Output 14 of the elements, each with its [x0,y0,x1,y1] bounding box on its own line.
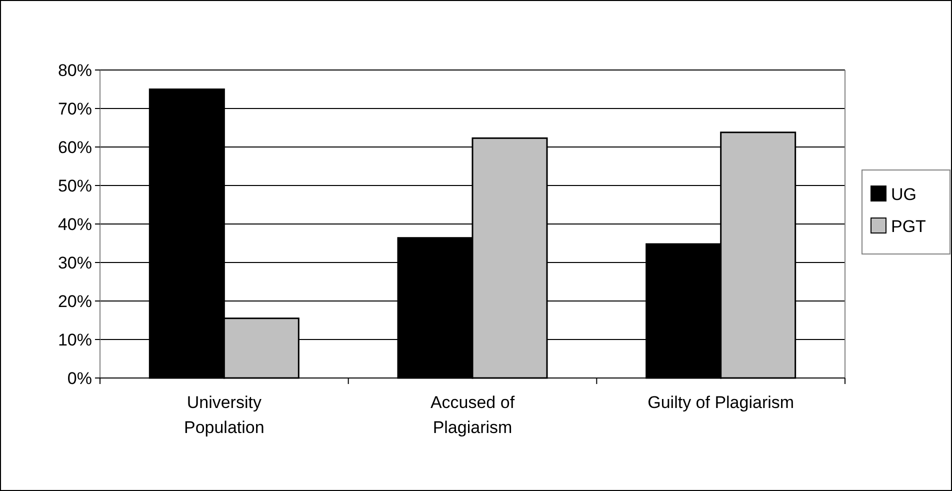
x-tick-label: University Population [184,393,264,437]
legend-label: UG [891,184,916,204]
y-tick-label: 60% [58,138,92,157]
y-tick-label: 70% [58,99,92,118]
y-tick-label: 30% [58,253,92,272]
x-tick-label: Guilty of Plagiarism [648,393,794,412]
y-tick-label: 0% [67,368,92,388]
x-tick-label: Accused of Plagiarism [430,393,515,437]
legend-label: PGT [891,216,926,236]
y-tick-label: 50% [58,176,92,196]
y-tick-label: 80% [58,60,92,80]
y-tick-label: 20% [58,292,92,311]
y-tick-label: 10% [58,330,92,350]
y-tick-label: 40% [58,214,92,234]
